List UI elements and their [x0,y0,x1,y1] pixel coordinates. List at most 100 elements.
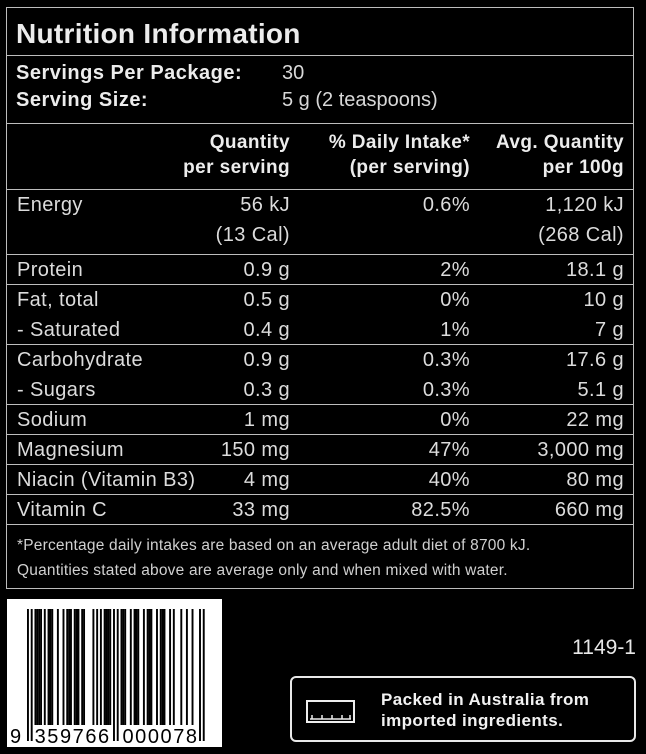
barcode-bar [81,609,84,725]
header-avg-quantity: Avg. Quantity per 100g [495,132,624,178]
barcode-bar [148,609,151,725]
servings-value: 30 [282,62,305,84]
barcode-bar [56,609,59,725]
serving-size-label: Serving Size: [16,89,149,111]
quantity-per-serving: 150 mg [220,439,290,461]
table-row: (13 Cal) (268 Cal) [7,220,633,250]
nutrient-group: Sodium 1 mg 0% 22 mg [7,405,633,435]
barcode: 9 359766 000078 [7,599,222,748]
barcode-bar [129,609,132,725]
nutrition-panel: Nutrition Information Servings Per Packa… [6,7,634,589]
quantity-per-serving: 0.5 g [243,289,290,311]
barcode-bar [169,609,172,725]
nutrient-name: Fat, total [17,289,99,311]
avg-quantity: 18.1 g [565,259,624,281]
table-row: Vitamin C 33 mg 82.5% 660 mg [7,495,633,525]
table-row: Magnesium 150 mg 47% 3,000 mg [7,435,633,465]
barcode-bar [199,609,201,741]
quantity-per-serving: 0.9 g [243,259,290,281]
avg-quantity: 660 mg [554,499,624,521]
table-row: - Saturated 0.4 g 1% 7 g [7,315,633,345]
daily-intake: 0.3% [422,379,470,401]
quantity-per-serving: 0.3 g [243,379,290,401]
barcode-bar [36,609,39,725]
country-of-origin-bar-icon [306,700,355,723]
daily-intake: 82.5% [411,499,470,521]
barcode-bar [105,609,108,725]
barcode-bar [77,609,80,725]
daily-intake: 0% [440,289,470,311]
nutrient-name: Carbohydrate [17,349,143,371]
barcode-bar [83,609,86,725]
nutrient-name: Magnesium [17,439,124,461]
table-row: - Sugars 0.3 g 0.3% 5.1 g [7,375,633,405]
table-row: Fat, total 0.5 g 0% 10 g [7,285,633,315]
barcode-bar [191,609,194,725]
barcode-bar [122,609,125,725]
barcode-bar [135,609,138,725]
serving-size-value: 5 g (2 teaspoons) [282,89,438,111]
barcode-bar [161,609,164,725]
barcode-bar [150,609,153,725]
barcode-bar [96,609,99,725]
quantity-per-serving: 56 kJ [240,194,290,216]
servings-section: Servings Per Package: 30 Serving Size: 5 g… [7,56,633,124]
barcode-bar [40,609,43,725]
barcode-digit: 9 [10,726,21,747]
nutrient-name: - Saturated [17,319,121,341]
barcode-bar [142,609,145,725]
barcode-bar [92,609,95,725]
footnote-line: Quantities stated above are average only… [17,562,508,579]
barcode-digits-right: 000078 [123,726,198,747]
nutrient-group: Protein 0.9 g 2% 18.1 g [7,255,633,285]
packed-line: Packed in Australia from [381,690,590,709]
avg-quantity: 10 g [583,289,624,311]
avg-quantity: 17.6 g [565,349,624,371]
table-row: Carbohydrate 0.9 g 0.3% 17.6 g [7,345,633,375]
quantity-per-serving: (13 Cal) [215,224,290,246]
table-header: Quantity per serving % Daily Intake* (per … [7,124,633,190]
panel-title: Nutrition Information [7,8,633,56]
barcode-bar [156,609,158,725]
barcode-bar [146,609,149,725]
nutrient-group: Fat, total 0.5 g 0% 10 g - Saturated 0.4 g 1%… [7,285,633,345]
daily-intake: 1% [440,319,470,341]
nutrient-name: Niacin (Vitamin B3) [17,469,196,491]
barcode-bar [43,609,46,725]
barcode-bar [113,609,115,741]
barcode-bar [116,609,119,741]
daily-intake: 0.6% [422,194,470,216]
barcode-bar [133,609,136,725]
barcode-bar [185,609,188,725]
nutrient-group: Magnesium 150 mg 47% 3,000 mg [7,435,633,465]
avg-quantity: 7 g [594,319,624,341]
avg-quantity: (268 Cal) [538,224,624,246]
barcode-bar [75,609,78,725]
barcode-digits-left: 359766 [35,726,110,747]
nutrient-name: - Sugars [17,379,96,401]
quantity-per-serving: 1 mg [243,409,290,431]
barcode-bar [120,609,123,725]
daily-intake: 47% [428,439,470,461]
barcode-bar [68,609,71,725]
quantity-per-serving: 0.9 g [243,349,290,371]
barcode-bar [70,609,72,725]
nutrient-group: Carbohydrate 0.9 g 0.3% 17.6 g - Sugars 0.3 … [7,345,633,405]
country-of-origin-label: Packed in Australia from imported ingredi… [290,676,636,742]
barcode-bar [51,609,54,725]
barcode-bar [109,609,112,725]
barcode-bar [49,609,52,725]
nutrient-name: Sodium [17,409,88,431]
nutrient-group: Niacin (Vitamin B3) 4 mg 40% 80 mg [7,465,633,495]
barcode-bar [107,609,110,725]
table-row: Niacin (Vitamin B3) 4 mg 40% 80 mg [7,465,633,495]
packed-line: imported ingredients. [381,711,564,730]
barcode-bar [172,609,175,725]
barcode-bar [103,609,106,725]
nutrient-group: Energy 56 kJ 0.6% 1,120 kJ (13 Cal) (268 Cal) [7,190,633,255]
quantity-per-serving: 4 mg [243,469,290,491]
nutrient-group: Vitamin C 33 mg 82.5% 660 mg [7,495,633,525]
barcode-bar [27,609,29,741]
quantity-per-serving: 0.4 g [243,319,290,341]
barcode-bar [66,609,69,725]
